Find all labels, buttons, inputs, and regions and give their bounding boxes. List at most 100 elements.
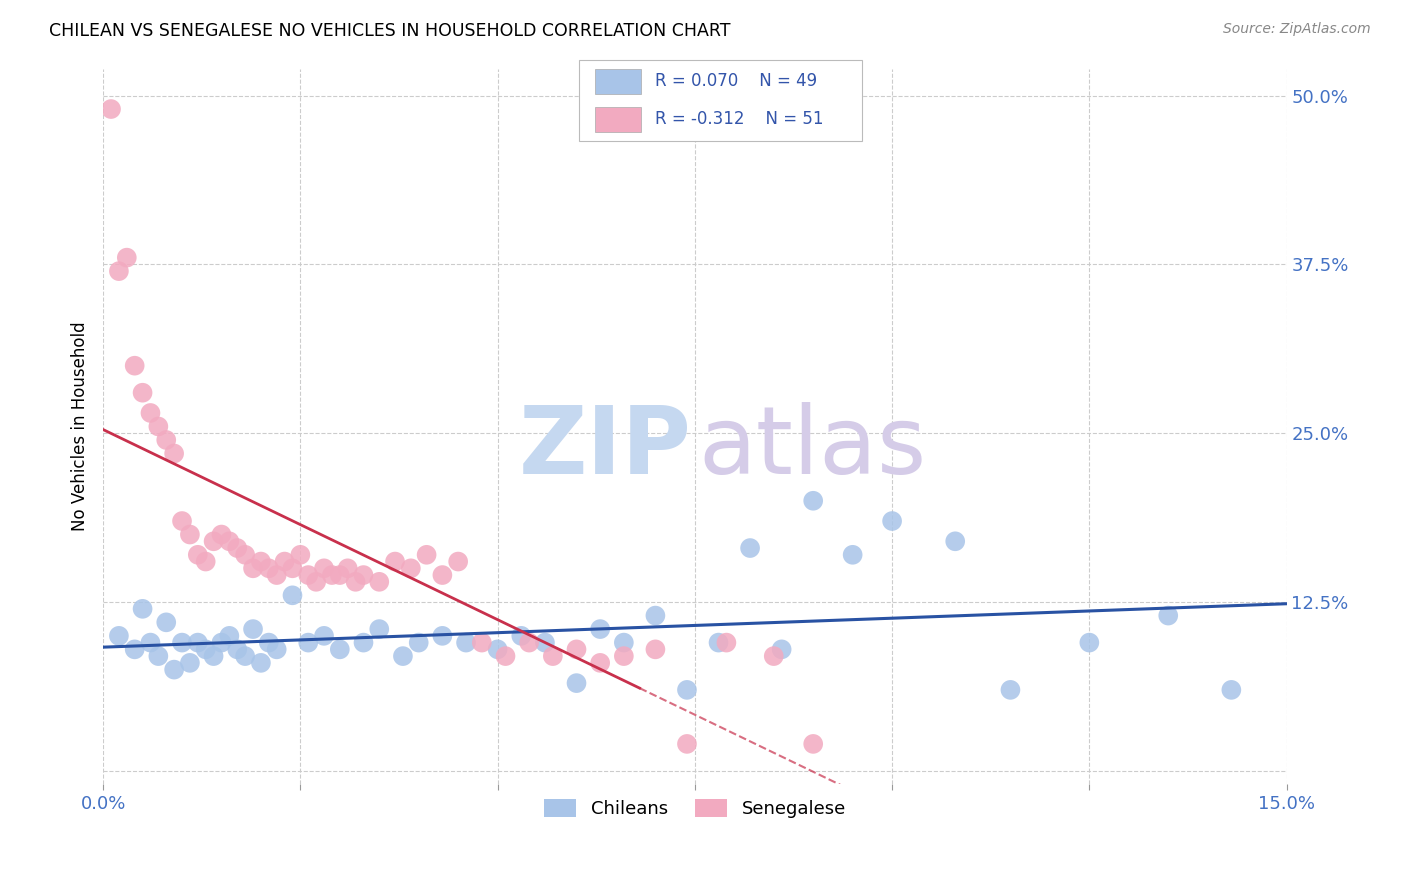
Point [139, 406, 162, 420]
Point [218, 629, 240, 643]
Text: CHILEAN VS SENEGALESE NO VEHICLES IN HOUSEHOLD CORRELATION CHART: CHILEAN VS SENEGALESE NO VEHICLES IN HOU… [49, 22, 731, 40]
Point [194, 555, 217, 569]
Point [108, 264, 131, 278]
Point [297, 635, 319, 649]
Point [148, 419, 170, 434]
Point [565, 642, 588, 657]
Text: Source: ZipAtlas.com: Source: ZipAtlas.com [1223, 22, 1371, 37]
Point [187, 635, 209, 649]
Point [644, 608, 666, 623]
Point [762, 649, 785, 664]
Point [676, 682, 699, 697]
Point [257, 635, 280, 649]
Point [770, 642, 793, 657]
Point [392, 649, 415, 664]
Point [432, 629, 454, 643]
Point [1000, 682, 1022, 697]
Point [250, 555, 273, 569]
Point [115, 251, 138, 265]
Point [242, 561, 264, 575]
Point [194, 642, 217, 657]
Point [801, 737, 824, 751]
Point [131, 385, 153, 400]
Point [589, 656, 612, 670]
Point [139, 635, 162, 649]
Point [368, 574, 391, 589]
Point [353, 568, 375, 582]
Point [148, 649, 170, 664]
Point [676, 737, 699, 751]
Point [384, 555, 406, 569]
Point [170, 514, 193, 528]
Point [233, 548, 256, 562]
Point [124, 642, 146, 657]
Point [250, 656, 273, 670]
Point [329, 642, 352, 657]
Text: ZIP: ZIP [519, 402, 692, 494]
Point [368, 622, 391, 636]
Point [1078, 635, 1101, 649]
Point [179, 527, 201, 541]
Point [408, 635, 430, 649]
Point [187, 548, 209, 562]
Point [495, 649, 517, 664]
Point [541, 649, 564, 664]
Point [202, 649, 225, 664]
Point [644, 642, 666, 657]
Point [336, 561, 359, 575]
Point [432, 568, 454, 582]
Point [163, 446, 186, 460]
Point [202, 534, 225, 549]
Point [353, 635, 375, 649]
Point [447, 555, 470, 569]
Point [211, 635, 233, 649]
Point [801, 493, 824, 508]
Point [517, 635, 540, 649]
Point [321, 568, 343, 582]
Point [273, 555, 295, 569]
Point [486, 642, 509, 657]
Point [124, 359, 146, 373]
Point [399, 561, 422, 575]
Point [281, 588, 304, 602]
Point [266, 642, 288, 657]
Point [155, 615, 177, 630]
Point [108, 629, 131, 643]
Point [510, 629, 533, 643]
Point [943, 534, 966, 549]
Point [344, 574, 367, 589]
Point [471, 635, 494, 649]
Point [163, 663, 186, 677]
Point [613, 635, 636, 649]
Point [211, 527, 233, 541]
Point [297, 568, 319, 582]
Point [226, 541, 249, 555]
Point [707, 635, 730, 649]
Point [100, 102, 122, 116]
Legend: Chileans, Senegalese: Chileans, Senegalese [537, 792, 853, 825]
Point [266, 568, 288, 582]
Point [1157, 608, 1180, 623]
Point [880, 514, 903, 528]
Point [589, 622, 612, 636]
Y-axis label: No Vehicles in Household: No Vehicles in Household [72, 322, 89, 532]
Point [242, 622, 264, 636]
Point [312, 561, 335, 575]
Point [312, 629, 335, 643]
Point [257, 561, 280, 575]
Point [170, 635, 193, 649]
Point [1220, 682, 1243, 697]
Point [565, 676, 588, 690]
Point [290, 548, 312, 562]
Point [305, 574, 328, 589]
Text: R = -0.312    N = 51: R = -0.312 N = 51 [655, 111, 824, 128]
Point [218, 534, 240, 549]
Point [226, 642, 249, 657]
Point [454, 635, 477, 649]
Point [281, 561, 304, 575]
Point [131, 602, 153, 616]
Point [233, 649, 256, 664]
Point [613, 649, 636, 664]
Point [841, 548, 863, 562]
Point [738, 541, 761, 555]
